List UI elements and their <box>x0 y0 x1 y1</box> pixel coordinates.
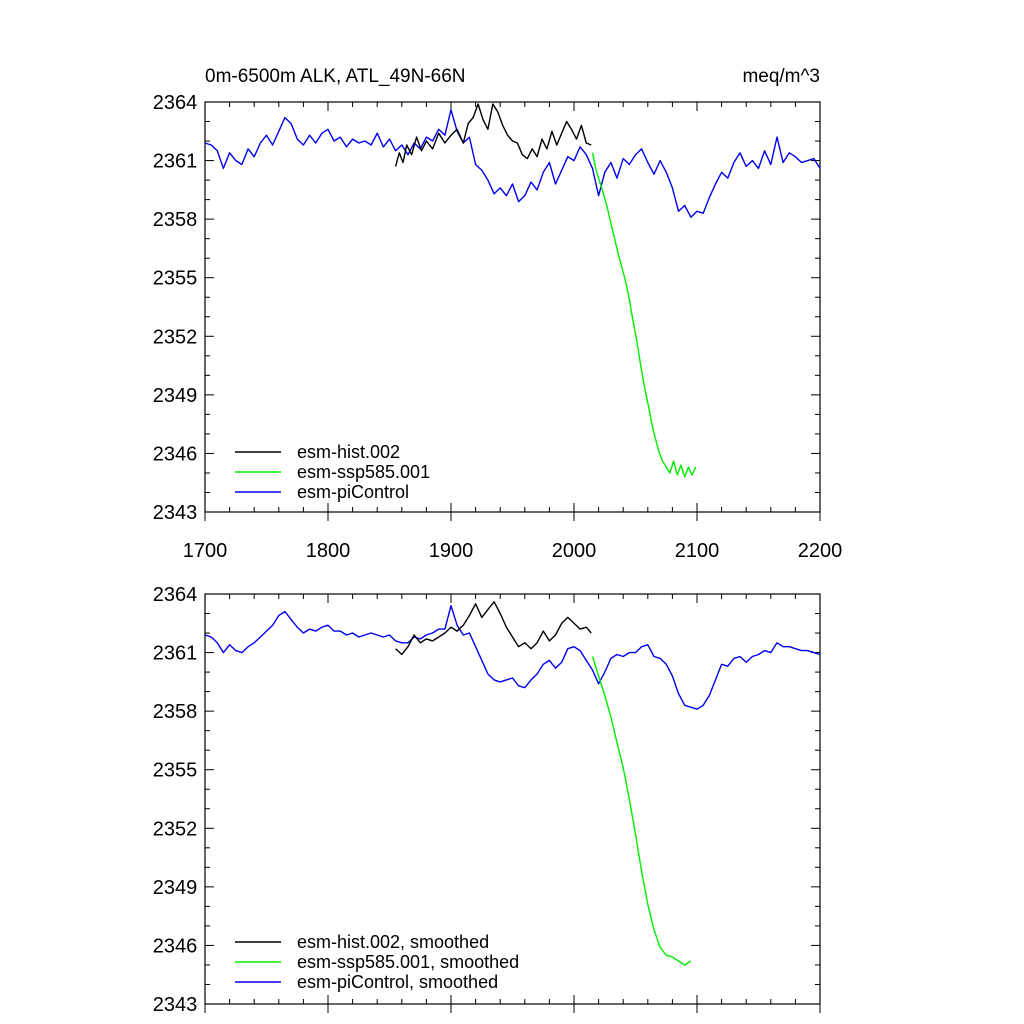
plot-frame <box>204 593 821 1005</box>
y-tick-labels: 2343 2346 2349 2352 2355 2358 2361 2364 <box>153 584 198 1016</box>
y-tick-label: 2355 <box>153 268 198 290</box>
y-tick-label: 2343 <box>153 994 198 1016</box>
series-lines <box>204 103 821 478</box>
y-tick-label: 2361 <box>153 151 198 173</box>
y-tick-label: 2358 <box>153 209 198 231</box>
legend-label: esm-hist.002, smoothed <box>297 932 489 952</box>
y-tick-label: 2358 <box>153 701 198 723</box>
y-tick-labels: 2343 2346 2349 2352 2355 2358 2361 2364 <box>153 92 198 524</box>
series-lines <box>204 601 821 966</box>
x-tick-label: 2200 <box>798 540 843 562</box>
plot-frame <box>204 101 821 513</box>
legend-label: esm-ssp585.001, smoothed <box>297 952 519 972</box>
y-tick-label: 2343 <box>153 502 198 524</box>
legend-label: esm-piControl <box>297 482 409 502</box>
y-tick-label: 2352 <box>153 326 198 348</box>
units-label: meq/m^3 <box>742 66 820 87</box>
tick-marks <box>204 593 821 1013</box>
y-tick-label: 2361 <box>153 643 198 665</box>
series-line-2 <box>204 605 821 710</box>
series-line-0 <box>395 601 592 656</box>
x-tick-label: 2000 <box>552 540 597 562</box>
y-tick-label: 2364 <box>153 92 198 114</box>
x-tick-labels: 1700 1800 1900 2000 2100 2200 <box>183 540 843 562</box>
top-panel: 0m-6500m ALK, ATL_49N-66N meq/m^3 234323… <box>153 66 843 562</box>
legend-label: esm-ssp585.001 <box>297 462 430 482</box>
y-tick-label: 2364 <box>153 584 198 606</box>
bottom-panel: 2343 2346 2349 2352 2355 2358 2361 2364 esm-his… <box>153 584 821 1016</box>
y-tick-label: 2355 <box>153 760 198 782</box>
y-tick-label: 2349 <box>153 385 198 407</box>
x-tick-label: 1800 <box>306 540 351 562</box>
x-tick-label: 1700 <box>183 540 228 562</box>
legend-label: esm-piControl, smoothed <box>297 972 498 992</box>
y-tick-label: 2346 <box>153 443 198 465</box>
x-tick-label: 1900 <box>429 540 474 562</box>
legend-label: esm-hist.002 <box>297 442 400 462</box>
series-line-1 <box>591 656 692 966</box>
series-line-1 <box>591 152 697 478</box>
x-tick-label: 2100 <box>675 540 720 562</box>
series-line-2 <box>204 109 821 218</box>
chart-title: 0m-6500m ALK, ATL_49N-66N <box>205 66 466 87</box>
y-tick-label: 2346 <box>153 935 198 957</box>
series-line-0 <box>394 103 592 167</box>
y-tick-label: 2352 <box>153 818 198 840</box>
y-tick-label: 2349 <box>153 877 198 899</box>
